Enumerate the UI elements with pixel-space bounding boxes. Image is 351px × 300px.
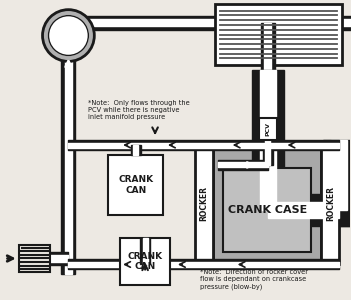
Text: ROCKER: ROCKER: [326, 186, 335, 221]
Text: *Note:  Direction of rocker cover
flow is dependant on crankcase
pressure (blow-: *Note: Direction of rocker cover flow is…: [200, 269, 308, 290]
Bar: [108, 155, 163, 215]
Bar: [195, 143, 213, 265]
Bar: [265, 140, 270, 165]
Bar: [61, 28, 75, 274]
Bar: [19, 244, 51, 272]
Bar: [120, 238, 170, 285]
Text: CRANK
CAN: CRANK CAN: [127, 252, 163, 271]
Bar: [261, 22, 274, 70]
Bar: [267, 202, 339, 218]
Bar: [260, 70, 276, 210]
Bar: [143, 238, 148, 265]
Text: PCV: PCV: [265, 122, 270, 136]
Circle shape: [48, 16, 88, 56]
Bar: [223, 168, 311, 251]
Bar: [252, 70, 284, 226]
Bar: [331, 140, 347, 210]
Text: ROCKER: ROCKER: [199, 186, 208, 221]
Bar: [213, 148, 322, 262]
Bar: [131, 145, 141, 155]
Text: CRANK
CAN: CRANK CAN: [118, 175, 153, 194]
Bar: [252, 194, 351, 226]
Circle shape: [42, 10, 94, 62]
Bar: [323, 140, 351, 226]
Bar: [263, 140, 273, 165]
Bar: [65, 28, 72, 274]
Text: *Note:  Only flows through the
PCV while there is negative
inlet manifold pressu: *Note: Only flows through the PCV while …: [88, 100, 190, 120]
Bar: [215, 4, 342, 65]
Bar: [133, 145, 138, 155]
Text: CRANK CASE: CRANK CASE: [227, 205, 307, 215]
Bar: [322, 143, 339, 265]
Bar: [264, 22, 271, 70]
Bar: [140, 238, 150, 265]
Bar: [259, 118, 277, 140]
